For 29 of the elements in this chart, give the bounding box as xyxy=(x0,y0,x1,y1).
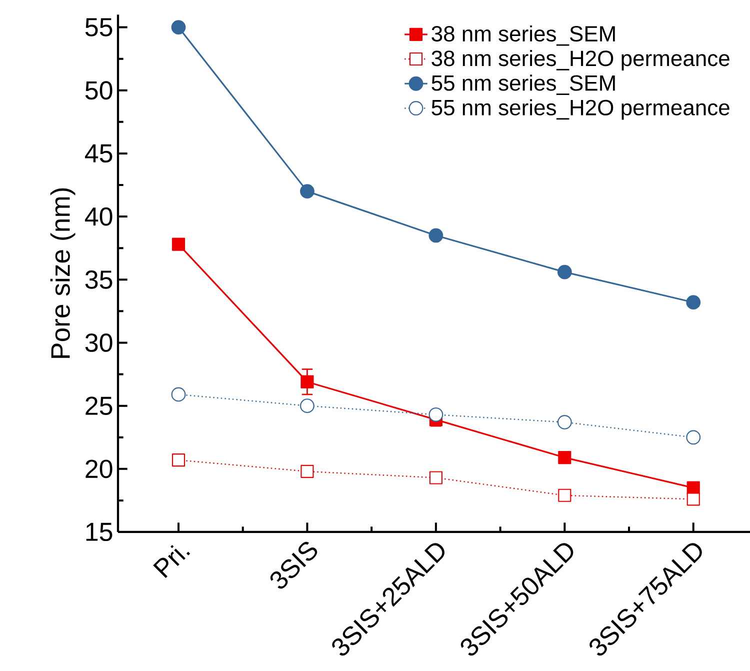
point xyxy=(558,488,572,502)
y-tick-label: 30 xyxy=(85,334,112,352)
legend-label: 38 nm series_SEM xyxy=(432,25,615,46)
y-tick-label: 55 xyxy=(85,18,112,36)
point xyxy=(429,471,442,484)
y-tick-label: 40 xyxy=(84,207,112,226)
point xyxy=(172,238,186,251)
point xyxy=(557,264,572,280)
legend-label: 55 nm series_SEM xyxy=(432,74,615,95)
point xyxy=(172,454,186,467)
point xyxy=(686,295,701,310)
point xyxy=(686,492,700,506)
y-tick-label: 25 xyxy=(86,396,112,416)
legend-label: 55 nm series_H2O permeance xyxy=(432,99,730,120)
y-axis-title: Pore size (nm) xyxy=(50,188,76,358)
point xyxy=(300,184,314,199)
x-tick-label: Pri. xyxy=(153,545,190,578)
legend-label: 38 nm series_H2O permeance xyxy=(432,50,730,71)
point xyxy=(428,228,444,243)
y-tick-label: 20 xyxy=(86,460,112,478)
point xyxy=(558,451,572,464)
y-tick-label: 45 xyxy=(84,144,112,163)
y-tick-label: 35 xyxy=(85,270,112,289)
point xyxy=(300,375,314,388)
y-tick-label: 15 xyxy=(86,522,112,542)
y-tick-label: 50 xyxy=(85,81,112,100)
point xyxy=(171,20,186,34)
point xyxy=(300,464,314,478)
point xyxy=(428,407,444,422)
